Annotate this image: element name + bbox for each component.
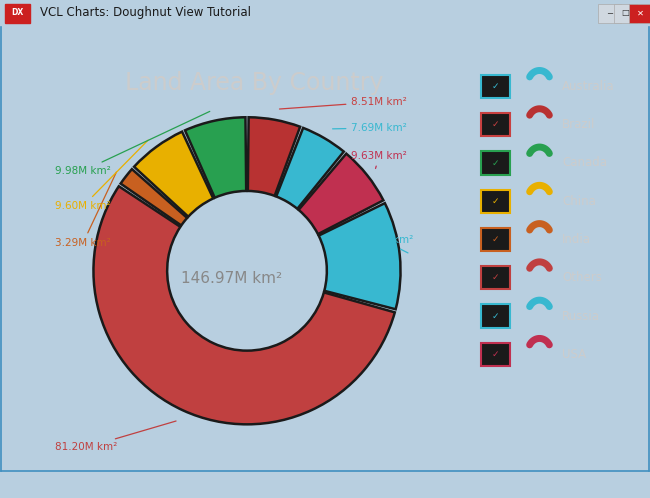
FancyBboxPatch shape xyxy=(481,75,510,98)
Text: Land Area By Country: Land Area By Country xyxy=(125,71,384,95)
FancyBboxPatch shape xyxy=(598,4,621,23)
Wedge shape xyxy=(248,117,300,196)
FancyBboxPatch shape xyxy=(5,4,30,23)
Text: 81.20M km²: 81.20M km² xyxy=(55,421,176,452)
Text: ✓: ✓ xyxy=(492,235,499,244)
FancyBboxPatch shape xyxy=(481,343,510,366)
Text: 17.08M km²: 17.08M km² xyxy=(352,235,413,253)
Text: 3.29M km²: 3.29M km² xyxy=(55,172,116,248)
Text: 9.98M km²: 9.98M km² xyxy=(55,112,210,176)
Text: USA: USA xyxy=(562,348,586,361)
Wedge shape xyxy=(121,169,187,226)
Text: ✓: ✓ xyxy=(492,312,499,321)
FancyBboxPatch shape xyxy=(481,304,510,328)
Text: 8.51M km²: 8.51M km² xyxy=(280,97,407,109)
Text: Russia: Russia xyxy=(562,310,600,323)
Text: □: □ xyxy=(621,8,629,17)
Text: ✓: ✓ xyxy=(492,120,499,129)
FancyBboxPatch shape xyxy=(629,4,650,23)
Text: ─: ─ xyxy=(607,8,612,17)
Text: Canada: Canada xyxy=(562,156,607,169)
Wedge shape xyxy=(185,117,246,198)
Text: ✓: ✓ xyxy=(492,350,499,359)
Wedge shape xyxy=(134,131,213,217)
FancyBboxPatch shape xyxy=(481,190,510,213)
FancyBboxPatch shape xyxy=(481,151,510,175)
Text: DX: DX xyxy=(12,8,23,17)
FancyBboxPatch shape xyxy=(481,228,510,251)
Text: ✕: ✕ xyxy=(638,8,644,17)
Text: 7.69M km²: 7.69M km² xyxy=(333,123,407,133)
Text: ✓: ✓ xyxy=(492,197,499,206)
Text: Australia: Australia xyxy=(562,80,615,93)
Text: Brazil: Brazil xyxy=(562,118,595,131)
Wedge shape xyxy=(94,186,395,424)
Text: 9.63M km²: 9.63M km² xyxy=(352,150,407,168)
FancyBboxPatch shape xyxy=(481,113,510,136)
Text: VCL Charts: Doughnut View Tutorial: VCL Charts: Doughnut View Tutorial xyxy=(40,6,252,19)
Wedge shape xyxy=(318,203,400,309)
Text: 146.97M km²: 146.97M km² xyxy=(181,271,282,286)
Text: ✓: ✓ xyxy=(492,82,499,91)
Text: India: India xyxy=(562,233,592,246)
Wedge shape xyxy=(276,128,344,209)
Text: ✓: ✓ xyxy=(492,158,499,167)
Text: China: China xyxy=(562,195,596,208)
Text: Others: Others xyxy=(562,271,602,284)
Text: ✓: ✓ xyxy=(492,273,499,282)
Text: 9.60M km²: 9.60M km² xyxy=(55,140,148,211)
FancyBboxPatch shape xyxy=(481,266,510,289)
FancyBboxPatch shape xyxy=(614,4,637,23)
Wedge shape xyxy=(298,154,384,234)
